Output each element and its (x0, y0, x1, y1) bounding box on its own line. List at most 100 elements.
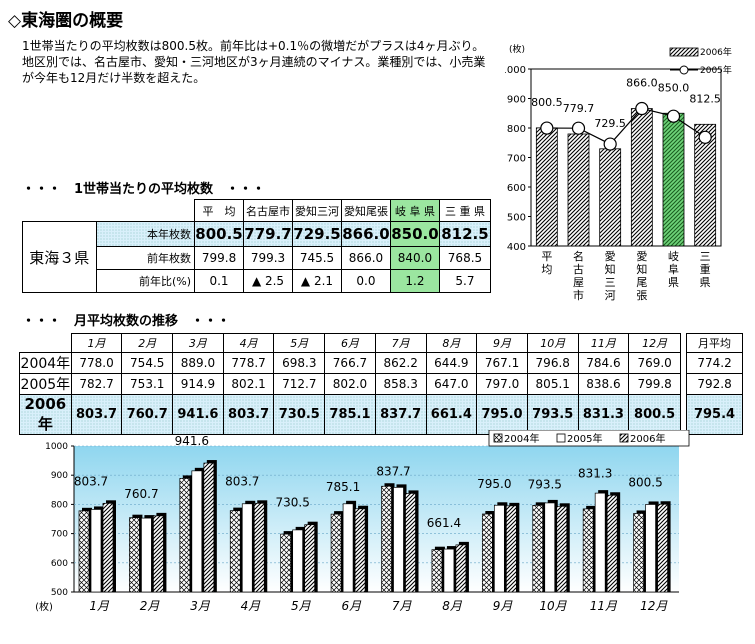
month-header: 9月 (476, 333, 528, 353)
bar-2005年 (393, 487, 404, 593)
y-tick-label: 800 (507, 124, 526, 135)
bar-2006年 (556, 505, 568, 593)
bar-2006年 (405, 493, 416, 593)
table-cell: 866.0 (340, 246, 391, 270)
x-tick-label: 8月 (442, 599, 463, 613)
y-tick-label: 400 (507, 242, 526, 253)
x-tick-label: 6月 (341, 599, 362, 613)
y-tick-label: 700 (507, 154, 526, 165)
region-average-table: 平 均 名古屋市 愛知三河 愛知尾張 岐 阜 県 三 重 県 東海３県 本年枚数… (22, 199, 492, 293)
year-label: 2006年 (19, 394, 72, 435)
bar-2005年 (594, 492, 606, 593)
bar-2006 (630, 108, 653, 247)
table-cell: 769.0 (628, 352, 681, 374)
col-header: 平 均 (194, 199, 245, 222)
data-label: 760.7 (124, 487, 158, 501)
legend-label: 2004年 (504, 432, 539, 445)
month-header: 5月 (273, 333, 326, 353)
data-label: 800.5 (531, 96, 563, 109)
bar-2004年 (129, 517, 140, 593)
bar-2006 (662, 112, 685, 247)
table-cell: 760.7 (121, 394, 174, 435)
bar-2004年 (532, 504, 544, 593)
bar-2005年 (645, 504, 656, 593)
bar-2005年 (342, 503, 354, 593)
section2-title: ・・・ 月平均枚数の推移 ・・・ (22, 314, 231, 329)
table-cell: 914.9 (172, 373, 224, 395)
data-label: 661.4 (427, 516, 461, 530)
col-header: 三 重 県 (438, 199, 492, 222)
table-cell: 778.0 (70, 352, 123, 374)
table-cell: 779.7 (243, 221, 293, 247)
year-label: 2004年 (19, 352, 72, 374)
intro-text: 1世帯当たりの平均枚数は800.5枚。前年比は+0.1％の微増だがプラスは4ヶ月… (22, 39, 486, 85)
bar-2004年 (582, 508, 594, 593)
y-tick-label: 900 (51, 471, 68, 481)
y-axis-unit: (枚) (35, 600, 53, 613)
month-header: 6月 (324, 333, 376, 353)
avg-cell: 774.2 (686, 352, 743, 374)
table-cell: 812.5 (438, 221, 492, 247)
y-tick-label: 500 (507, 213, 526, 224)
table-cell: 800.5 (628, 394, 681, 435)
data-label: 850.0 (658, 81, 690, 94)
bar-2006 (567, 133, 590, 247)
table-cell: ▲ 2.1 (292, 269, 342, 293)
table-cell: 778.7 (222, 352, 275, 374)
table-cell: 644.9 (425, 352, 478, 374)
point-2005 (603, 137, 617, 151)
bar-2006 (694, 123, 717, 247)
bar-2004年 (431, 549, 443, 593)
month-header: 11月 (577, 333, 630, 353)
x-tick-label: 3月 (190, 599, 211, 613)
table-cell: 797.0 (476, 373, 528, 395)
x-tick-label: 7月 (392, 599, 413, 613)
y-tick-label: 1000 (505, 65, 526, 76)
region-label: 東海３県 (22, 221, 97, 293)
table-cell: 782.7 (70, 373, 123, 395)
monthly-average-table: 1月 2月 3月 4月 5月 6月 7月 8月 9月 10月 11月 12月 月平均 2004年 778.0… (19, 333, 743, 435)
col-header: 愛知三河 (292, 199, 342, 222)
bar-2004年 (633, 513, 644, 593)
x-tick-label: 平均 (541, 250, 552, 276)
monthly-average-chart: 500 600 700 800 900 1000 (枚) 1月 803.7 2月 760.7 3月 94… (35, 430, 690, 613)
table-cell: 889.0 (172, 352, 224, 374)
y-tick-label: 900 (507, 95, 526, 106)
legend-swatch (619, 433, 629, 443)
table-cell: 840.0 (389, 246, 440, 270)
table-cell: 799.8 (628, 373, 681, 395)
month-header: 4月 (222, 333, 275, 353)
table-cell: 802.1 (222, 373, 275, 395)
bar-2006年 (455, 544, 467, 593)
x-tick-label: 愛知尾張 (636, 250, 647, 302)
x-tick-label: 愛知三河 (605, 250, 616, 302)
x-tick-label: 11月 (590, 599, 618, 613)
bar-2005年 (141, 517, 152, 593)
table-cell: 795.0 (476, 394, 528, 435)
data-label: 729.5 (594, 117, 626, 130)
bar-2005年 (544, 502, 556, 593)
legend-marker-2005 (679, 65, 689, 75)
bar-2004年 (179, 478, 191, 593)
table-cell: 1.2 (389, 269, 440, 293)
y-tick-label: 700 (51, 530, 68, 540)
table-cell: 784.6 (577, 352, 630, 374)
table-cell: 802.0 (324, 373, 376, 395)
bar-2004年 (280, 533, 292, 593)
table-cell: 858.3 (374, 373, 427, 395)
data-label: 803.7 (225, 474, 259, 488)
avg-cell: 792.8 (686, 373, 743, 395)
month-header: 7月 (374, 333, 427, 353)
table-cell: 754.5 (121, 352, 174, 374)
bar-2005年 (241, 503, 253, 593)
point-2005 (540, 121, 554, 135)
legend-swatch-2006 (669, 47, 699, 57)
table-cell: 5.7 (438, 269, 492, 293)
month-header: 1月 (70, 333, 123, 353)
data-label: 941.6 (175, 434, 209, 448)
data-label: 837.7 (376, 464, 410, 478)
table-cell: 837.7 (374, 394, 427, 435)
table-cell: 800.5 (194, 221, 245, 247)
table-cell: 805.1 (526, 373, 579, 395)
bar-2006年 (657, 503, 668, 593)
